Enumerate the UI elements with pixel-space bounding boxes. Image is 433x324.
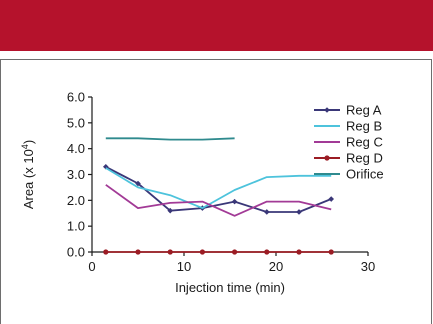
series-line [105, 166, 332, 213]
data-point [135, 249, 141, 255]
series-group [103, 137, 334, 255]
data-point [199, 249, 205, 255]
y-tick-label: 4.0 [67, 141, 85, 156]
legend-item: Reg B [314, 119, 382, 134]
legend-item: Reg D [314, 151, 383, 166]
legend-label: Reg A [346, 103, 382, 118]
legend-item: Reg A [314, 103, 382, 118]
legend-marker [324, 107, 330, 113]
series-reg-c [105, 184, 332, 217]
data-point [264, 209, 270, 215]
y-tick-label: 0.0 [67, 245, 85, 260]
data-point [296, 249, 302, 255]
legend-label: Reg C [346, 135, 383, 150]
y-tick-label: 5.0 [67, 115, 85, 130]
legend-marker [324, 155, 330, 161]
series-line [105, 137, 235, 141]
data-point [296, 209, 302, 215]
legend-item: Reg C [314, 135, 383, 150]
series-line [105, 167, 332, 210]
y-tick-label: 3.0 [67, 167, 85, 182]
x-axis-label: Injection time (min) [175, 280, 285, 295]
y-ticks: 0.0 1.0 2.0 3.0 4.0 5.0 6.0 [67, 90, 92, 260]
y-axis-label: Area (x 104) [20, 140, 36, 209]
data-point [167, 249, 173, 255]
data-point [328, 249, 334, 255]
x-tick-label: 0 [88, 259, 95, 274]
data-point [264, 249, 270, 255]
y-tick-label: 6.0 [67, 90, 85, 105]
legend-label: Reg B [346, 119, 382, 134]
y-axis-label-close: ) [21, 140, 36, 144]
data-point [231, 198, 238, 205]
legend-label: Reg D [346, 151, 383, 166]
series-reg-b [105, 167, 332, 210]
legend-item: Orifice [314, 167, 384, 182]
data-point [135, 180, 141, 187]
data-point [232, 249, 238, 255]
series-line [105, 184, 332, 217]
y-tick-label: 2.0 [67, 193, 85, 208]
y-tick-label: 1.0 [67, 219, 85, 234]
data-point [167, 207, 173, 214]
x-tick-label: 30 [361, 259, 375, 274]
header-band [0, 0, 433, 51]
data-point [328, 196, 334, 202]
legend-label: Orifice [346, 167, 384, 182]
series-reg-d [103, 249, 334, 255]
x-tick-label: 10 [177, 259, 191, 274]
y-axis-label-exponent: 4 [20, 144, 30, 149]
x-ticks: 0 10 20 30 [88, 252, 375, 274]
x-tick-label: 20 [269, 259, 283, 274]
series-orifice [105, 137, 235, 141]
chart-frame [0, 59, 432, 324]
data-point [103, 249, 109, 255]
y-axis-label-base: Area (x 10 [21, 149, 36, 209]
